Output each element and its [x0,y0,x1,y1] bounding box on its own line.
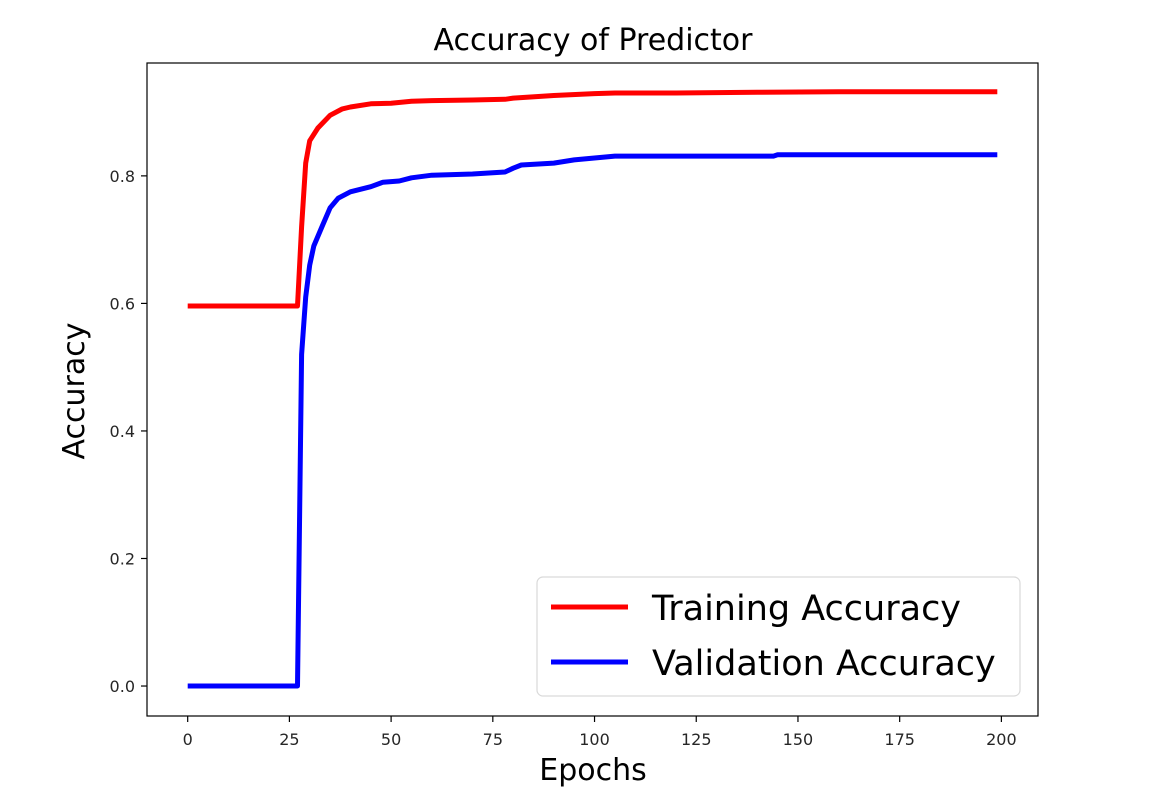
chart-title: Accuracy of Predictor [434,23,754,58]
legend-box [536,576,1021,697]
series-line-training [187,89,998,309]
x-tick-label: 75 [483,730,503,749]
y-tick-label: 0.4 [110,422,135,441]
x-tick-label: 150 [783,730,814,749]
x-tick-label: 125 [681,730,712,749]
plot-area [187,89,998,689]
x-axis-title: Epochs [539,753,647,788]
y-tick-label: 0.0 [110,677,135,696]
legend-label-training: Training Accuracy [651,589,961,629]
legend-label-validation: Validation Accuracy [652,644,996,684]
x-tick-label: 0 [183,730,193,749]
y-tick-label: 0.8 [110,167,135,186]
x-tick-label: 25 [279,730,299,749]
axes: 0 25 50 75 100 125 150 175 200 0.0 0.2 0.4 0.6 0.8 [110,62,1039,749]
y-axis-title: Accuracy [57,323,92,460]
plot-frame [146,62,1039,717]
x-tick-label: 50 [381,730,401,749]
x-tick-label: 175 [884,730,915,749]
series-line-validation [187,152,998,689]
y-tick-label: 0.6 [110,294,135,313]
x-tick-label: 200 [986,730,1017,749]
x-tick-label: 100 [579,730,610,749]
legend: Training Accuracy Validation Accuracy [536,576,1021,697]
y-tick-label: 0.2 [110,549,135,568]
